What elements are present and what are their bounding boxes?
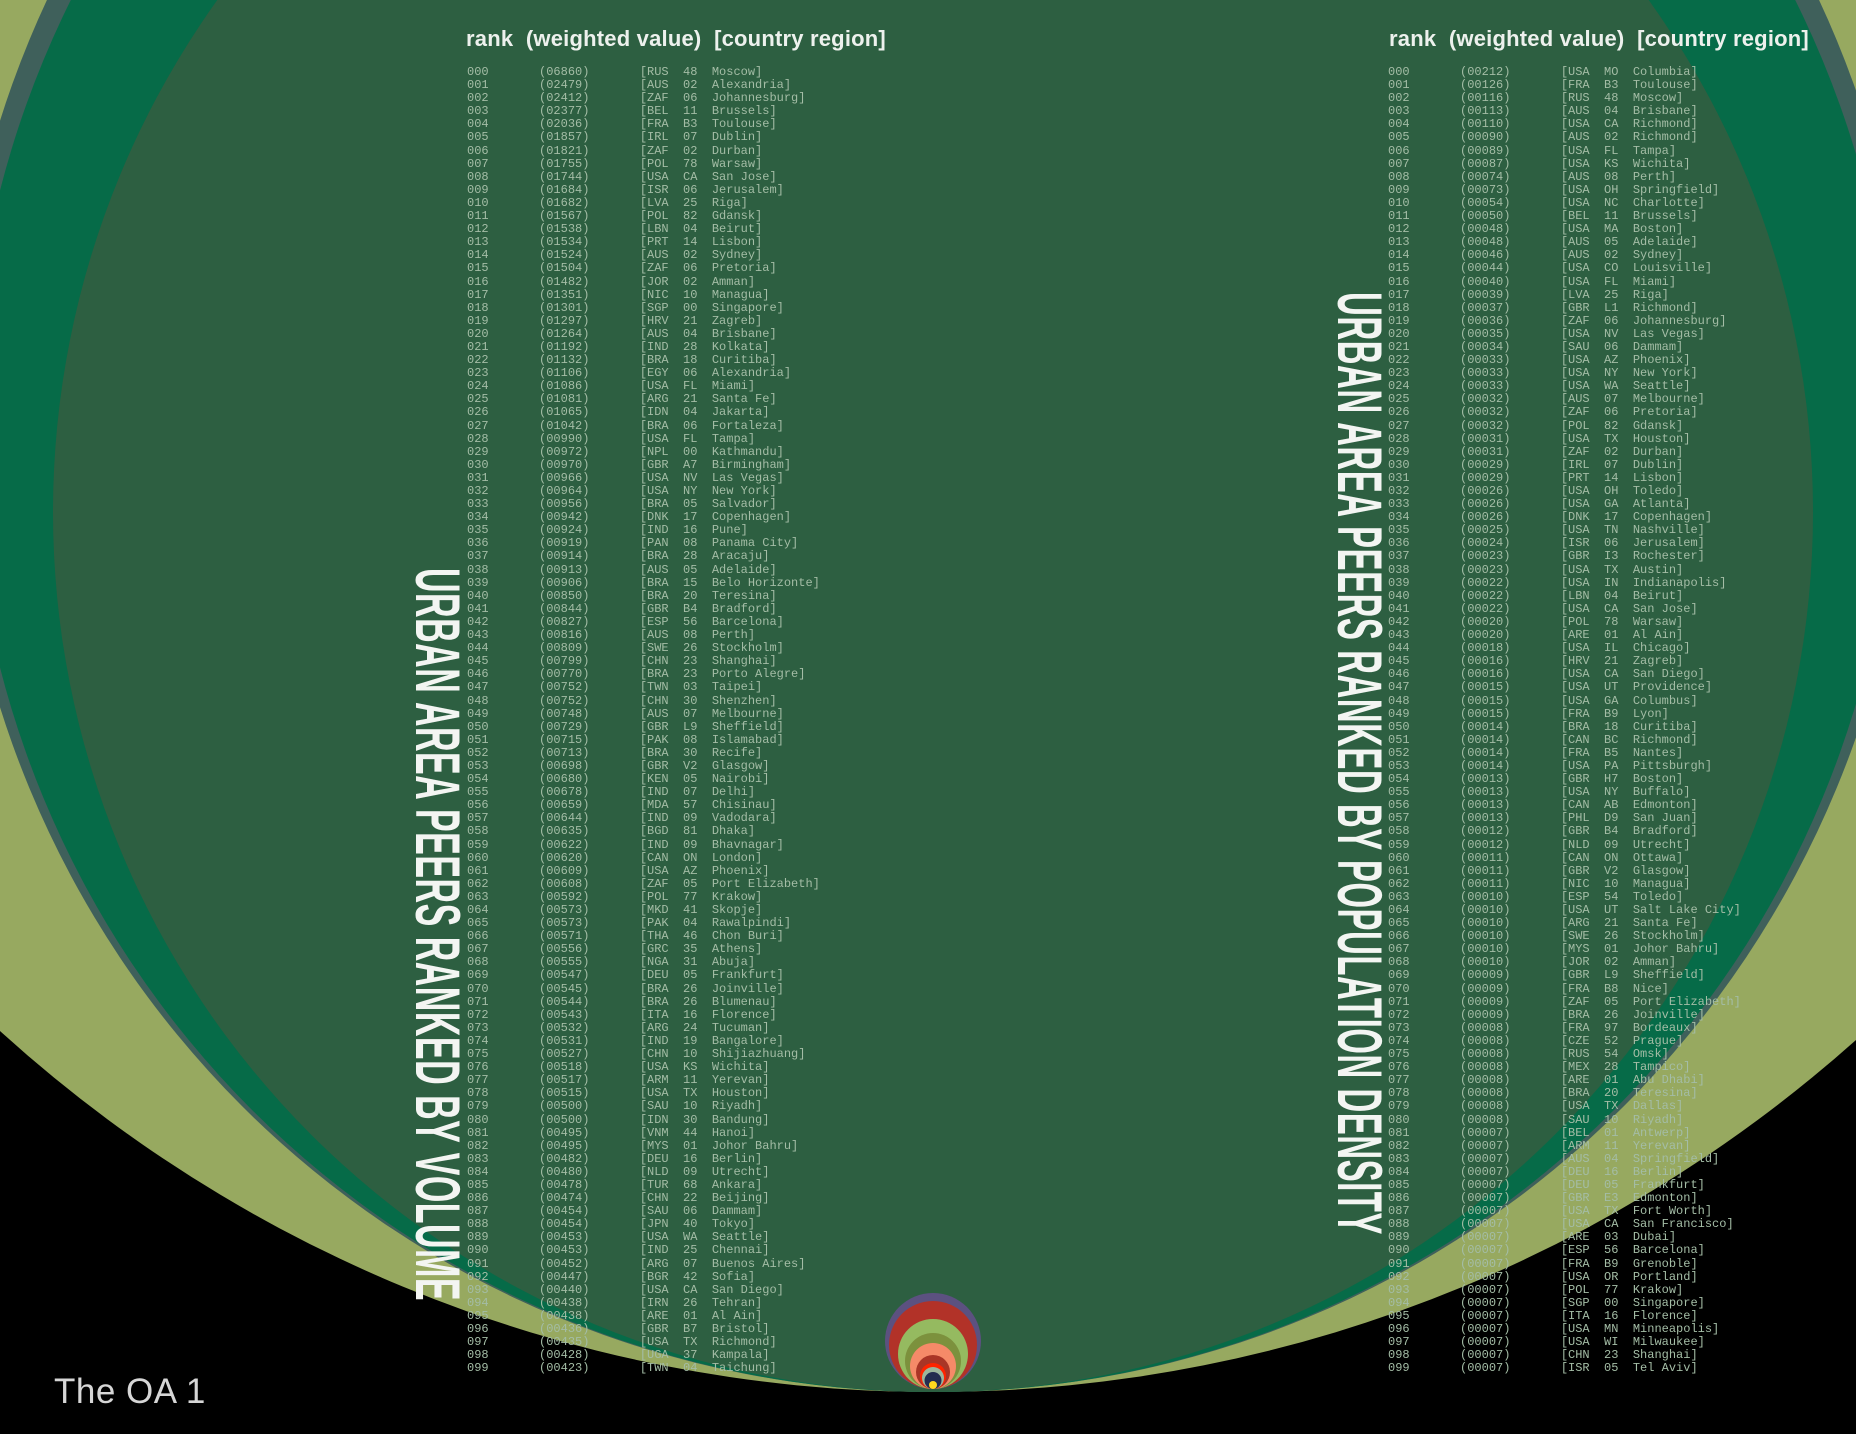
concentric-circles-logo — [885, 1293, 981, 1389]
background-main-disc — [53, 0, 1813, 1392]
left-list-column-header: rank (weighted value) [country region] — [466, 26, 886, 51]
logo-ring-9 — [929, 1381, 937, 1389]
volume-ranking-list: 000 (06860) [RUS 48 Moscow] 001 (02479) … — [467, 65, 820, 1376]
logo-ring-8 — [924, 1372, 942, 1389]
brand-title: The OA 1 — [54, 1372, 206, 1411]
left-panel-title: URBAN AREA PEERS RANKED BY VOLUME — [401, 568, 472, 1302]
right-panel-title: URBAN AREA PEERS RANKED BY POPULATION DE… — [1324, 292, 1395, 1235]
density-ranking-list: 000 (00212) [USA MO Columbia] 001 (00126… — [1388, 65, 1741, 1376]
right-list-column-header: rank (weighted value) [country region] — [1389, 26, 1809, 51]
